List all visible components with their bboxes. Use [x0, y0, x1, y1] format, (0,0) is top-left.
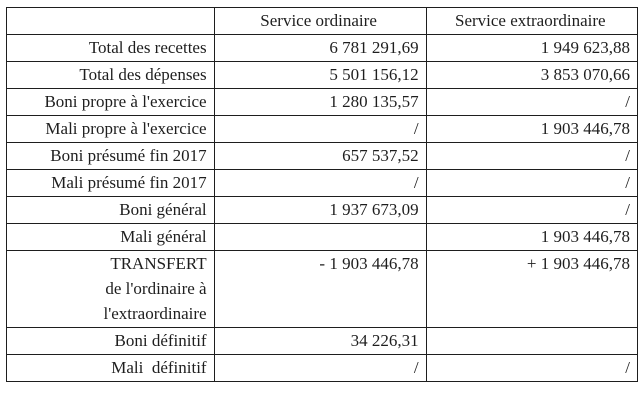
value-ordinaire: 657 537,52 [213, 142, 427, 170]
value-extraordinaire: / [425, 88, 638, 116]
row-label: Mali définitif [6, 354, 215, 382]
value-extraordinaire: / [425, 169, 638, 197]
transfer-label-line: de l'ordinaire à [105, 279, 207, 298]
row-label: Mali présumé fin 2017 [6, 169, 215, 197]
transfer-extraordinaire: + 1 903 446,78 [425, 250, 638, 328]
value-ordinaire: 34 226,31 [213, 327, 427, 355]
transfer-label-line: TRANSFERT [110, 254, 207, 273]
header-row: Service ordinaire Service extraordinaire [6, 7, 638, 35]
table-row: Mali définitif / / [6, 354, 638, 382]
value-ordinaire: 1 280 135,57 [213, 88, 427, 116]
table-row: Mali propre à l'exercice / 1 903 446,78 [6, 115, 638, 143]
table-row: Boni propre à l'exercice 1 280 135,57 / [6, 88, 638, 116]
value-extraordinaire: 1 903 446,78 [425, 223, 638, 251]
table-row: Mali général 1 903 446,78 [6, 223, 638, 251]
header-service-ordinaire: Service ordinaire [213, 7, 427, 35]
value-ordinaire [213, 223, 427, 251]
value-ordinaire: 5 501 156,12 [213, 61, 427, 89]
value-extraordinaire: 3 853 070,66 [425, 61, 638, 89]
table-row: Boni définitif 34 226,31 [6, 327, 638, 355]
table-row: Mali présumé fin 2017 / / [6, 169, 638, 197]
row-label: Mali général [6, 223, 215, 251]
value-extraordinaire: 1 949 623,88 [425, 34, 638, 62]
value-ordinaire: / [213, 169, 427, 197]
transfer-label-line: l'extraordinaire [103, 304, 207, 323]
header-blank [6, 7, 215, 35]
table-row: Boni général 1 937 673,09 / [6, 196, 638, 224]
transfer-row: TRANSFERT de l'ordinaire à l'extraordina… [6, 250, 638, 328]
value-extraordinaire: / [425, 142, 638, 170]
row-label: Boni définitif [6, 327, 215, 355]
budget-summary: Service ordinaire Service extraordinaire… [6, 7, 638, 382]
value-ordinaire: / [213, 115, 427, 143]
row-label: Mali propre à l'exercice [6, 115, 215, 143]
row-label: Boni propre à l'exercice [6, 88, 215, 116]
table-row: Boni présumé fin 2017 657 537,52 / [6, 142, 638, 170]
value-extraordinaire: / [425, 196, 638, 224]
table-row: Total des dépenses 5 501 156,12 3 853 07… [6, 61, 638, 89]
row-label: Boni présumé fin 2017 [6, 142, 215, 170]
row-label: Total des recettes [6, 34, 215, 62]
value-extraordinaire: 1 903 446,78 [425, 115, 638, 143]
value-ordinaire: / [213, 354, 427, 382]
transfer-ordinaire: - 1 903 446,78 [213, 250, 427, 328]
row-label: Boni général [6, 196, 215, 224]
row-label: Total des dépenses [6, 61, 215, 89]
value-ordinaire: 1 937 673,09 [213, 196, 427, 224]
value-extraordinaire [425, 327, 638, 355]
header-service-extraordinaire: Service extraordinaire [425, 7, 638, 35]
value-extraordinaire: / [425, 354, 638, 382]
table-row: Total des recettes 6 781 291,69 1 949 62… [6, 34, 638, 62]
transfer-label: TRANSFERT de l'ordinaire à l'extraordina… [6, 250, 215, 328]
value-ordinaire: 6 781 291,69 [213, 34, 427, 62]
budget-table: Service ordinaire Service extraordinaire… [6, 7, 638, 382]
